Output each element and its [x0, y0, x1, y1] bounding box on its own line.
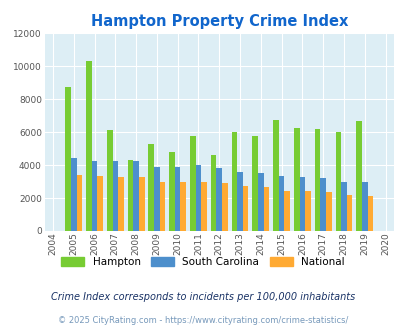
Bar [273, 120, 278, 231]
Bar [65, 87, 71, 231]
Bar [195, 165, 201, 231]
Bar [201, 182, 207, 231]
Bar [263, 187, 269, 231]
Bar [305, 191, 310, 231]
Bar [216, 168, 222, 231]
Bar [86, 61, 92, 231]
Bar [71, 158, 77, 231]
Text: Crime Index corresponds to incidents per 100,000 inhabitants: Crime Index corresponds to incidents per… [51, 292, 354, 302]
Bar [335, 132, 340, 231]
Bar [180, 182, 185, 231]
Bar [278, 176, 284, 231]
Bar [128, 160, 133, 231]
Bar [77, 175, 82, 231]
Bar [320, 178, 325, 231]
Bar [299, 177, 305, 231]
Bar [107, 130, 112, 231]
Bar [257, 173, 263, 231]
Bar [231, 132, 237, 231]
Bar [112, 161, 118, 231]
Text: © 2025 CityRating.com - https://www.cityrating.com/crime-statistics/: © 2025 CityRating.com - https://www.city… [58, 316, 347, 325]
Bar [169, 152, 175, 231]
Legend: Hampton, South Carolina, National: Hampton, South Carolina, National [61, 257, 344, 267]
Bar [190, 136, 195, 231]
Bar [92, 161, 97, 231]
Bar [133, 161, 139, 231]
Bar [148, 144, 154, 231]
Bar [361, 182, 367, 231]
Bar [284, 191, 289, 231]
Bar [159, 182, 165, 231]
Bar [210, 155, 216, 231]
Bar [118, 178, 124, 231]
Bar [154, 167, 159, 231]
Bar [346, 195, 352, 231]
Bar [367, 196, 372, 231]
Bar [356, 121, 361, 231]
Bar [293, 128, 299, 231]
Bar [325, 192, 331, 231]
Bar [222, 183, 227, 231]
Bar [242, 186, 248, 231]
Bar [139, 178, 144, 231]
Bar [252, 136, 257, 231]
Bar [340, 182, 346, 231]
Bar [175, 167, 180, 231]
Bar [314, 129, 320, 231]
Bar [237, 172, 242, 231]
Title: Hampton Property Crime Index: Hampton Property Crime Index [90, 14, 347, 29]
Bar [97, 176, 103, 231]
